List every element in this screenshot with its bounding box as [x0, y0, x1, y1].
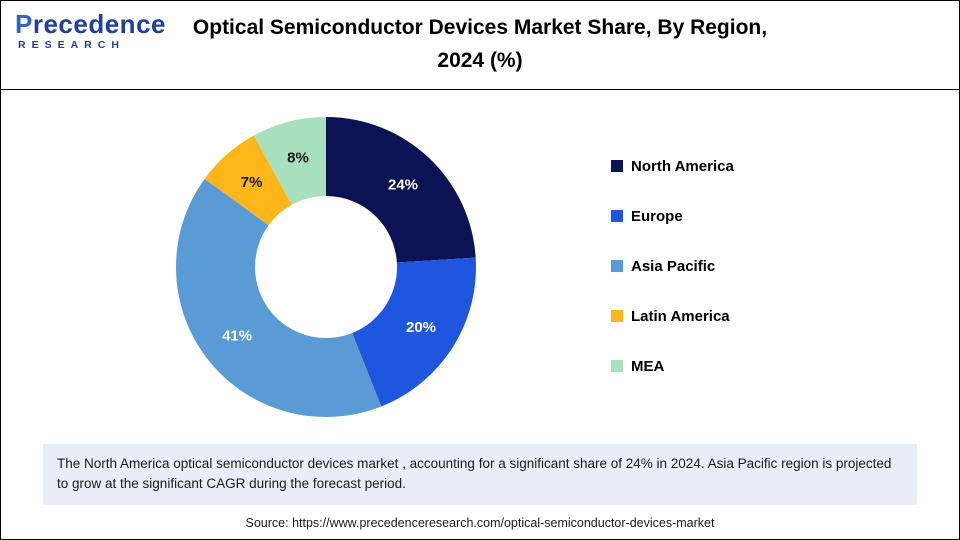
chart-legend: North America Europe Asia Pacific Latin Ame… [611, 141, 734, 391]
donut-svg: 24% 20% 41% 7% 8% [175, 117, 476, 418]
logo-letter-p: P [15, 9, 33, 39]
legend-label: MEA [631, 357, 665, 375]
donut-slice-asia-pacific [175, 178, 382, 418]
donut-slice-north-america [326, 117, 476, 263]
precedence-research-logo: Precedence RESEARCH [15, 11, 185, 51]
chart-area: 24% 20% 41% 7% 8% North America Europe Asia Pa… [1, 90, 959, 442]
header: Precedence RESEARCH Optical Semiconducto… [1, 1, 959, 90]
chart-title: Optical Semiconductor Devices Market Sha… [193, 12, 767, 77]
legend-item-latin-america: Latin America [611, 291, 734, 341]
legend-label: Asia Pacific [631, 257, 716, 275]
slice-value-label-europe: 20% [406, 319, 436, 336]
legend-swatch-asia-pacific [611, 260, 623, 272]
legend-swatch-latin-america [611, 310, 623, 322]
legend-swatch-europe [611, 210, 623, 222]
logo-wordmark: Precedence [15, 11, 166, 37]
legend-item-mea: MEA [611, 341, 734, 391]
legend-item-europe: Europe [611, 191, 734, 241]
summary-note: The North America optical semiconductor … [43, 444, 917, 505]
legend-swatch-mea [611, 360, 623, 372]
slice-value-label-mea: 8% [287, 150, 309, 167]
donut-slice-mea [253, 117, 326, 205]
slice-value-label-latin-america: 7% [241, 174, 263, 191]
source-line: Source: https://www.precedenceresearch.c… [245, 515, 715, 530]
legend-label: Europe [631, 207, 683, 225]
donut-chart: 24% 20% 41% 7% 8% [86, 91, 566, 441]
slice-value-label-north-america: 24% [388, 177, 418, 194]
legend-label: Latin America [631, 307, 730, 325]
logo-subtitle: RESEARCH [18, 39, 125, 51]
legend-label: North America [631, 157, 734, 175]
chart-title-line2: 2024 (%) [437, 49, 523, 72]
donut-slice-latin-america [204, 135, 292, 226]
chart-title-line1: Optical Semiconductor Devices Market Sha… [192, 16, 768, 40]
legend-item-north-america: North America [611, 141, 734, 191]
legend-item-asia-pacific: Asia Pacific [611, 241, 734, 291]
legend-swatch-north-america [611, 160, 623, 172]
logo-wordmark-rest: recedence [32, 9, 166, 39]
donut-slice-europe [352, 257, 476, 407]
slice-value-label-asia-pacific: 41% [222, 328, 252, 345]
